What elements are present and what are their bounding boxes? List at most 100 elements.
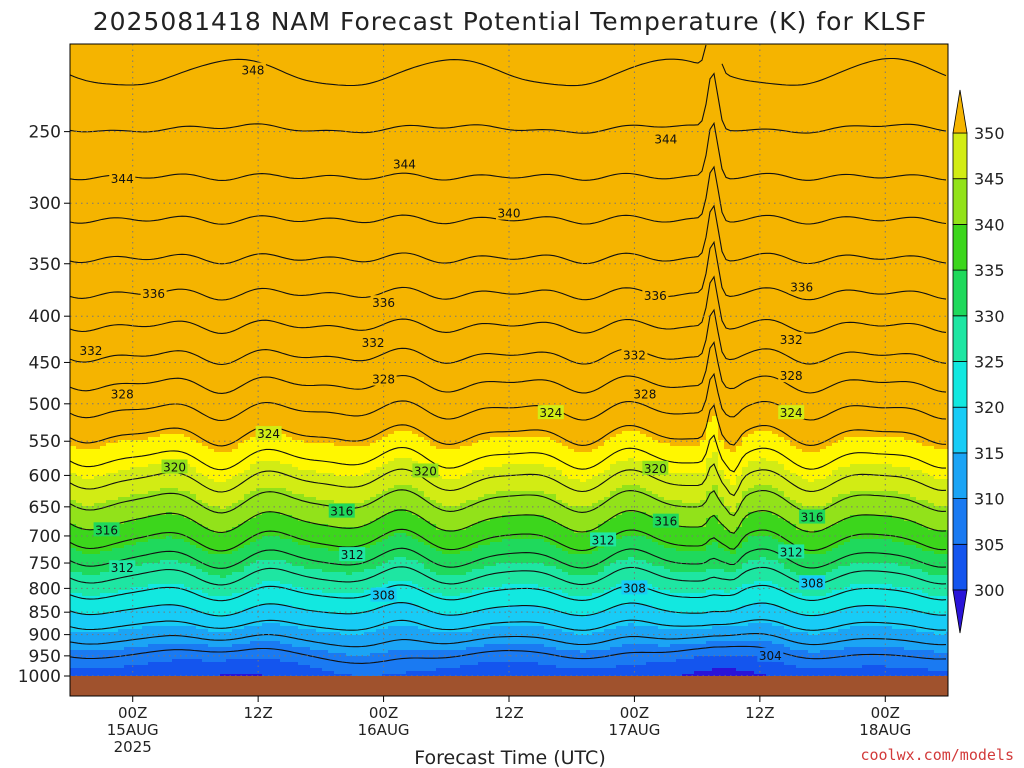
y-tick-label: 750 bbox=[29, 554, 61, 574]
contour-304 bbox=[70, 645, 947, 664]
contour-label: 348 bbox=[241, 64, 264, 78]
x-tick-label: 18AUG bbox=[859, 721, 911, 739]
y-tick-label: 450 bbox=[29, 353, 61, 373]
y-tick-label: 300 bbox=[29, 194, 61, 214]
y-tick-label: 1000 bbox=[18, 667, 61, 687]
contour-label: 340 bbox=[498, 207, 521, 221]
contour-340 bbox=[70, 204, 947, 265]
contour-346 bbox=[70, 72, 947, 134]
contour-label-bg bbox=[360, 334, 387, 349]
contour-label: 316 bbox=[330, 505, 353, 519]
x-tick-label: 17AUG bbox=[608, 721, 660, 739]
x-tick-label: 12Z bbox=[745, 704, 774, 722]
y-tick-label: 700 bbox=[29, 527, 61, 547]
x-tick-label: 15AUG bbox=[107, 721, 159, 739]
colorbar-segment bbox=[952, 543, 968, 591]
colorbar-label: 310 bbox=[974, 490, 1005, 509]
contour-lines bbox=[70, 44, 947, 664]
y-tick-label: 500 bbox=[29, 395, 61, 415]
y-tick-label: 900 bbox=[29, 626, 61, 646]
contour-label: 312 bbox=[341, 548, 364, 562]
contour-label: 316 bbox=[95, 523, 118, 537]
contour-label-bg bbox=[370, 371, 397, 386]
x-tick-label: 12Z bbox=[243, 704, 272, 722]
contour-label-bg bbox=[93, 522, 120, 537]
contour-label: 308 bbox=[623, 581, 646, 595]
credit-text: coolwx.com/models bbox=[860, 746, 1014, 764]
contour-label-bg bbox=[590, 532, 617, 547]
contour-label-bg bbox=[109, 560, 136, 575]
contour-label: 316 bbox=[654, 515, 677, 529]
contour-328 bbox=[70, 403, 947, 447]
contour-342 bbox=[70, 165, 947, 225]
colorbar-segment bbox=[952, 452, 968, 499]
contour-label-bg bbox=[799, 575, 826, 590]
contour-label: 332 bbox=[362, 336, 385, 350]
contour-336 bbox=[70, 275, 947, 334]
contour-316 bbox=[70, 547, 947, 569]
contour-label: 328 bbox=[372, 373, 395, 387]
contour-label-bg bbox=[788, 279, 815, 294]
colorbar-label: 350 bbox=[974, 124, 1005, 143]
contour-label-bg bbox=[328, 503, 355, 518]
plot-area: 348 344 344 344 340 336 336 336 336 332 332 332 332 3… bbox=[69, 43, 949, 697]
y-tick-label: 850 bbox=[29, 603, 61, 623]
contour-label-bg bbox=[109, 170, 136, 185]
colorbar-segment bbox=[952, 223, 968, 271]
colorbar-label: 320 bbox=[974, 398, 1005, 417]
contour-label: 336 bbox=[142, 287, 165, 301]
contour-label-bg bbox=[161, 459, 188, 474]
colorbar-label: 300 bbox=[974, 581, 1005, 600]
contour-label-bg bbox=[339, 547, 366, 562]
contour-324 bbox=[70, 463, 947, 497]
colorbar-extend-bottom bbox=[952, 589, 968, 634]
contour-312 bbox=[70, 584, 947, 602]
contour-label: 344 bbox=[654, 132, 677, 146]
colorbar-label: 335 bbox=[974, 261, 1005, 280]
y-tick-label: 400 bbox=[29, 307, 61, 327]
y-tick-label: 950 bbox=[29, 647, 61, 667]
contour-label-bg bbox=[239, 62, 266, 77]
y-tick-label: 250 bbox=[29, 123, 61, 143]
contour-label-bg bbox=[778, 544, 805, 559]
colorbar-segment bbox=[952, 498, 968, 545]
contour-label-bg bbox=[778, 368, 805, 383]
contour-344 bbox=[70, 121, 947, 181]
contour-label: 312 bbox=[592, 533, 615, 547]
contour-label-bg bbox=[109, 386, 136, 401]
contour-label-bg bbox=[621, 347, 648, 362]
x-tick-label: 00Z bbox=[369, 704, 398, 722]
contour-label-bg bbox=[537, 405, 564, 420]
contour-label: 332 bbox=[780, 333, 803, 347]
colorbar-label: 325 bbox=[974, 353, 1005, 372]
contour-label-bg bbox=[370, 587, 397, 602]
contour-label-bg bbox=[621, 580, 648, 595]
colorbar-segment bbox=[952, 178, 968, 225]
contour-label-bg bbox=[631, 386, 658, 401]
contour-label: 328 bbox=[633, 387, 656, 401]
contour-326 bbox=[70, 434, 946, 473]
contour-338 bbox=[70, 240, 947, 301]
contour-label: 320 bbox=[414, 464, 437, 478]
colorbar-label: 340 bbox=[974, 215, 1005, 234]
temperature-bands bbox=[70, 44, 948, 678]
colorbar-segment bbox=[952, 315, 968, 362]
contour-label: 316 bbox=[801, 511, 824, 525]
contour-348 bbox=[70, 44, 947, 87]
contour-label-bg bbox=[370, 295, 397, 310]
contour-label-bg bbox=[391, 156, 418, 171]
contour-label-bg bbox=[496, 205, 522, 220]
x-tick-label: 16AUG bbox=[358, 721, 410, 739]
contour-label: 308 bbox=[372, 589, 395, 603]
colorbar: 300 305 310 315 320 325 330 335 340 345 350 bbox=[952, 89, 1005, 634]
contour-label-bg bbox=[77, 342, 104, 357]
contour-label: 336 bbox=[644, 289, 667, 303]
contour-label: 324 bbox=[780, 406, 803, 420]
contour-label-bg bbox=[642, 460, 669, 475]
contour-label: 344 bbox=[393, 158, 416, 172]
contour-label: 328 bbox=[780, 369, 803, 383]
contour-label: 324 bbox=[257, 427, 280, 441]
contour-label-bg bbox=[255, 426, 282, 441]
contour-label: 332 bbox=[79, 344, 102, 358]
